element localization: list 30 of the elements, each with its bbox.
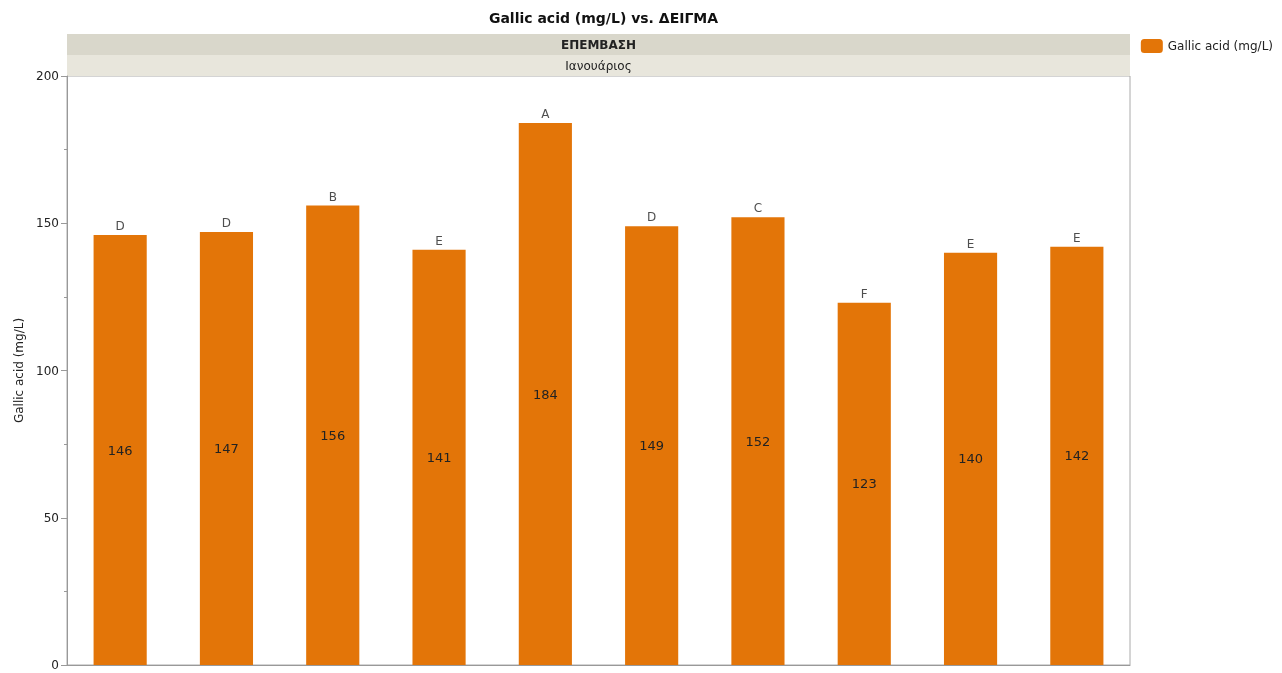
- data-label: 156: [320, 427, 346, 443]
- y-tick-label: 100: [36, 363, 59, 378]
- y-tick-label: 0: [51, 658, 59, 672]
- annotation: E: [435, 233, 443, 248]
- y-axis-title: Gallic acid (mg/L): [12, 317, 26, 424]
- y-tick-label: 50: [43, 510, 59, 525]
- data-label: 152: [745, 433, 771, 449]
- annotation: B: [328, 189, 337, 204]
- annotation: A: [541, 107, 551, 122]
- annotation: F: [860, 286, 868, 301]
- data-label: 123: [851, 476, 877, 492]
- annotation: D: [647, 210, 657, 225]
- y-tick-label: 200: [36, 69, 59, 83]
- data-label: 141: [426, 449, 452, 465]
- text: ΕΠΕΜΒΑΣΗ: [560, 37, 637, 52]
- annotation: D: [221, 216, 232, 231]
- data-label: 140: [958, 451, 983, 467]
- annotation: D: [115, 219, 125, 234]
- legend-label: Gallic acid (mg/L): [1167, 39, 1274, 53]
- data-label: 184: [532, 386, 558, 402]
- data-label: 149: [639, 438, 665, 454]
- text: Ιανουάριος: [565, 58, 632, 73]
- data-label: 146: [107, 442, 133, 458]
- annotation: E: [966, 236, 975, 251]
- chart-title: Gallic acid (mg/L) vs. ΔΕΙΓΜΑ: [488, 10, 719, 26]
- annotation: C: [753, 201, 763, 216]
- y-tick-label: 150: [36, 216, 59, 231]
- data-label: 142: [1064, 448, 1090, 464]
- annotation: E: [1073, 230, 1081, 245]
- data-label: 147: [214, 441, 239, 457]
